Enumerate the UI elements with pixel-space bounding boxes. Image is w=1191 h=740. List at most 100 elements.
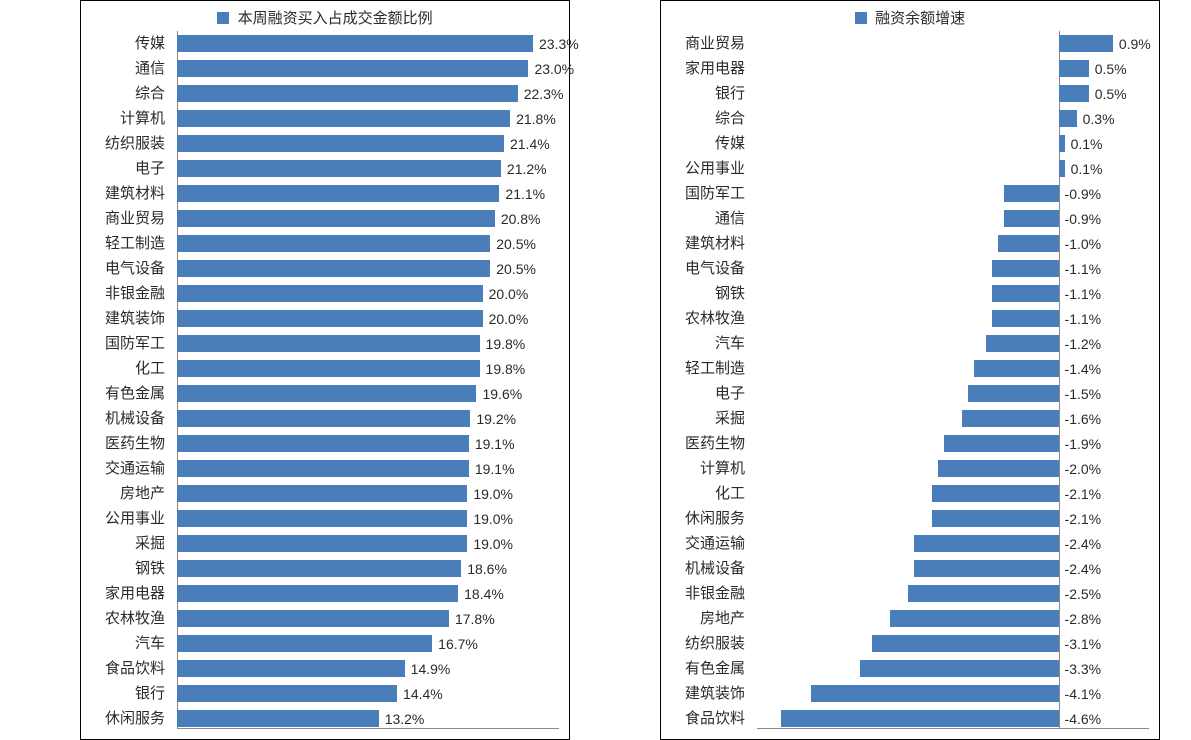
category-label: 建筑装饰 (81, 306, 171, 331)
value-label: -0.9% (1065, 181, 1102, 206)
value-label: 0.5% (1095, 56, 1127, 81)
value-label: -2.5% (1065, 581, 1102, 606)
bar (962, 410, 1058, 427)
bar-track: 19.0% (177, 481, 559, 506)
category-label: 有色金属 (661, 656, 751, 681)
category-label: 公用事业 (81, 506, 171, 531)
bar (177, 385, 476, 402)
bar-track: -2.5% (757, 581, 1149, 606)
bar-row: 家用电器 0.5% (661, 56, 1159, 81)
category-label: 商业贸易 (661, 31, 751, 56)
category-label: 交通运输 (81, 456, 171, 481)
category-label: 非银金融 (81, 281, 171, 306)
bar (1059, 60, 1089, 77)
category-label: 商业贸易 (81, 206, 171, 231)
bar-row: 电气设备-1.1% (661, 256, 1159, 281)
bar-track: 20.0% (177, 306, 559, 331)
bar (974, 360, 1058, 377)
category-label: 建筑装饰 (661, 681, 751, 706)
bar-track: 16.7% (177, 631, 559, 656)
bar-track: 0.3% (757, 106, 1149, 131)
value-label: 21.2% (507, 156, 547, 181)
category-label: 国防军工 (661, 181, 751, 206)
bar-track: 23.3% (177, 31, 559, 56)
bar (177, 585, 458, 602)
bar-track: -1.1% (757, 281, 1149, 306)
bar-row: 采掘-1.6% (661, 406, 1159, 431)
bar-row: 食品饮料-4.6% (661, 706, 1159, 731)
bar (177, 260, 490, 277)
value-label: 19.1% (475, 456, 515, 481)
bar-row: 房地产19.0% (81, 481, 569, 506)
bar-track: -2.0% (757, 456, 1149, 481)
bar-row: 传媒23.3% (81, 31, 569, 56)
value-label: 18.4% (464, 581, 504, 606)
bar (177, 660, 405, 677)
value-label: 0.3% (1083, 106, 1115, 131)
bar-track: -1.6% (757, 406, 1149, 431)
value-label: -1.1% (1065, 306, 1102, 331)
category-label: 通信 (661, 206, 751, 231)
value-label: 19.0% (473, 531, 513, 556)
bar-track: 19.8% (177, 356, 559, 381)
category-label: 有色金属 (81, 381, 171, 406)
bar-row: 休闲服务13.2% (81, 706, 569, 731)
bar (177, 60, 528, 77)
category-label: 建筑材料 (661, 231, 751, 256)
bar-row: 综合22.3% (81, 81, 569, 106)
bar-row: 有色金属 19.6% (81, 381, 569, 406)
value-label: 16.7% (438, 631, 478, 656)
category-label: 家用电器 (661, 56, 751, 81)
bar (177, 285, 483, 302)
bar-row: 电子21.2% (81, 156, 569, 181)
category-label: 家用电器 (81, 581, 171, 606)
bar (811, 685, 1058, 702)
value-label: -1.2% (1065, 331, 1102, 356)
bar (177, 135, 504, 152)
category-label: 机械设备 (81, 406, 171, 431)
bar-track: 13.2% (177, 706, 559, 731)
bar (1059, 35, 1113, 52)
bar-row: 通信-0.9% (661, 206, 1159, 231)
legend-right: 融资余额增速 (661, 7, 1159, 28)
bar-row: 农林牧渔17.8% (81, 606, 569, 631)
legend-swatch-icon (217, 12, 229, 24)
bar-track: -1.1% (757, 306, 1149, 331)
value-label: 0.1% (1071, 156, 1103, 181)
bar-row: 交通运输 19.1% (81, 456, 569, 481)
legend-label-right: 融资余额增速 (875, 10, 965, 27)
bar (1004, 185, 1058, 202)
bar-row: 国防军工19.8% (81, 331, 569, 356)
bar-track: 14.9% (177, 656, 559, 681)
bar-row: 休闲服务-2.1% (661, 506, 1159, 531)
value-label: 20.0% (489, 306, 529, 331)
plot-left: 传媒23.3%通信23.0%综合22.3%计算机21.8%纺织服装21.4%电子… (81, 31, 569, 729)
bar (1059, 135, 1065, 152)
bar-track: 14.4% (177, 681, 559, 706)
value-label: 14.9% (411, 656, 451, 681)
bar-track: 20.5% (177, 256, 559, 281)
value-label: 19.6% (482, 381, 522, 406)
bar-track: 19.6% (177, 381, 559, 406)
value-label: 0.5% (1095, 81, 1127, 106)
bar (177, 535, 467, 552)
bar-track: -1.4% (757, 356, 1149, 381)
bar-track: -0.9% (757, 206, 1149, 231)
value-label: -1.1% (1065, 281, 1102, 306)
bar-track: -2.1% (757, 481, 1149, 506)
bar-row: 电气设备20.5% (81, 256, 569, 281)
bar-track: -3.1% (757, 631, 1149, 656)
bar-track: 22.3% (177, 81, 559, 106)
bar-track: -1.2% (757, 331, 1149, 356)
bar-track: -2.8% (757, 606, 1149, 631)
bar-track: -2.4% (757, 556, 1149, 581)
bar-track: -4.6% (757, 706, 1149, 731)
bar-row: 化工-2.1% (661, 481, 1159, 506)
bar (177, 210, 495, 227)
bar-track: -1.1% (757, 256, 1149, 281)
value-label: 20.0% (489, 281, 529, 306)
bar (932, 510, 1059, 527)
bar (781, 710, 1058, 727)
bar (177, 485, 467, 502)
category-label: 综合 (81, 81, 171, 106)
